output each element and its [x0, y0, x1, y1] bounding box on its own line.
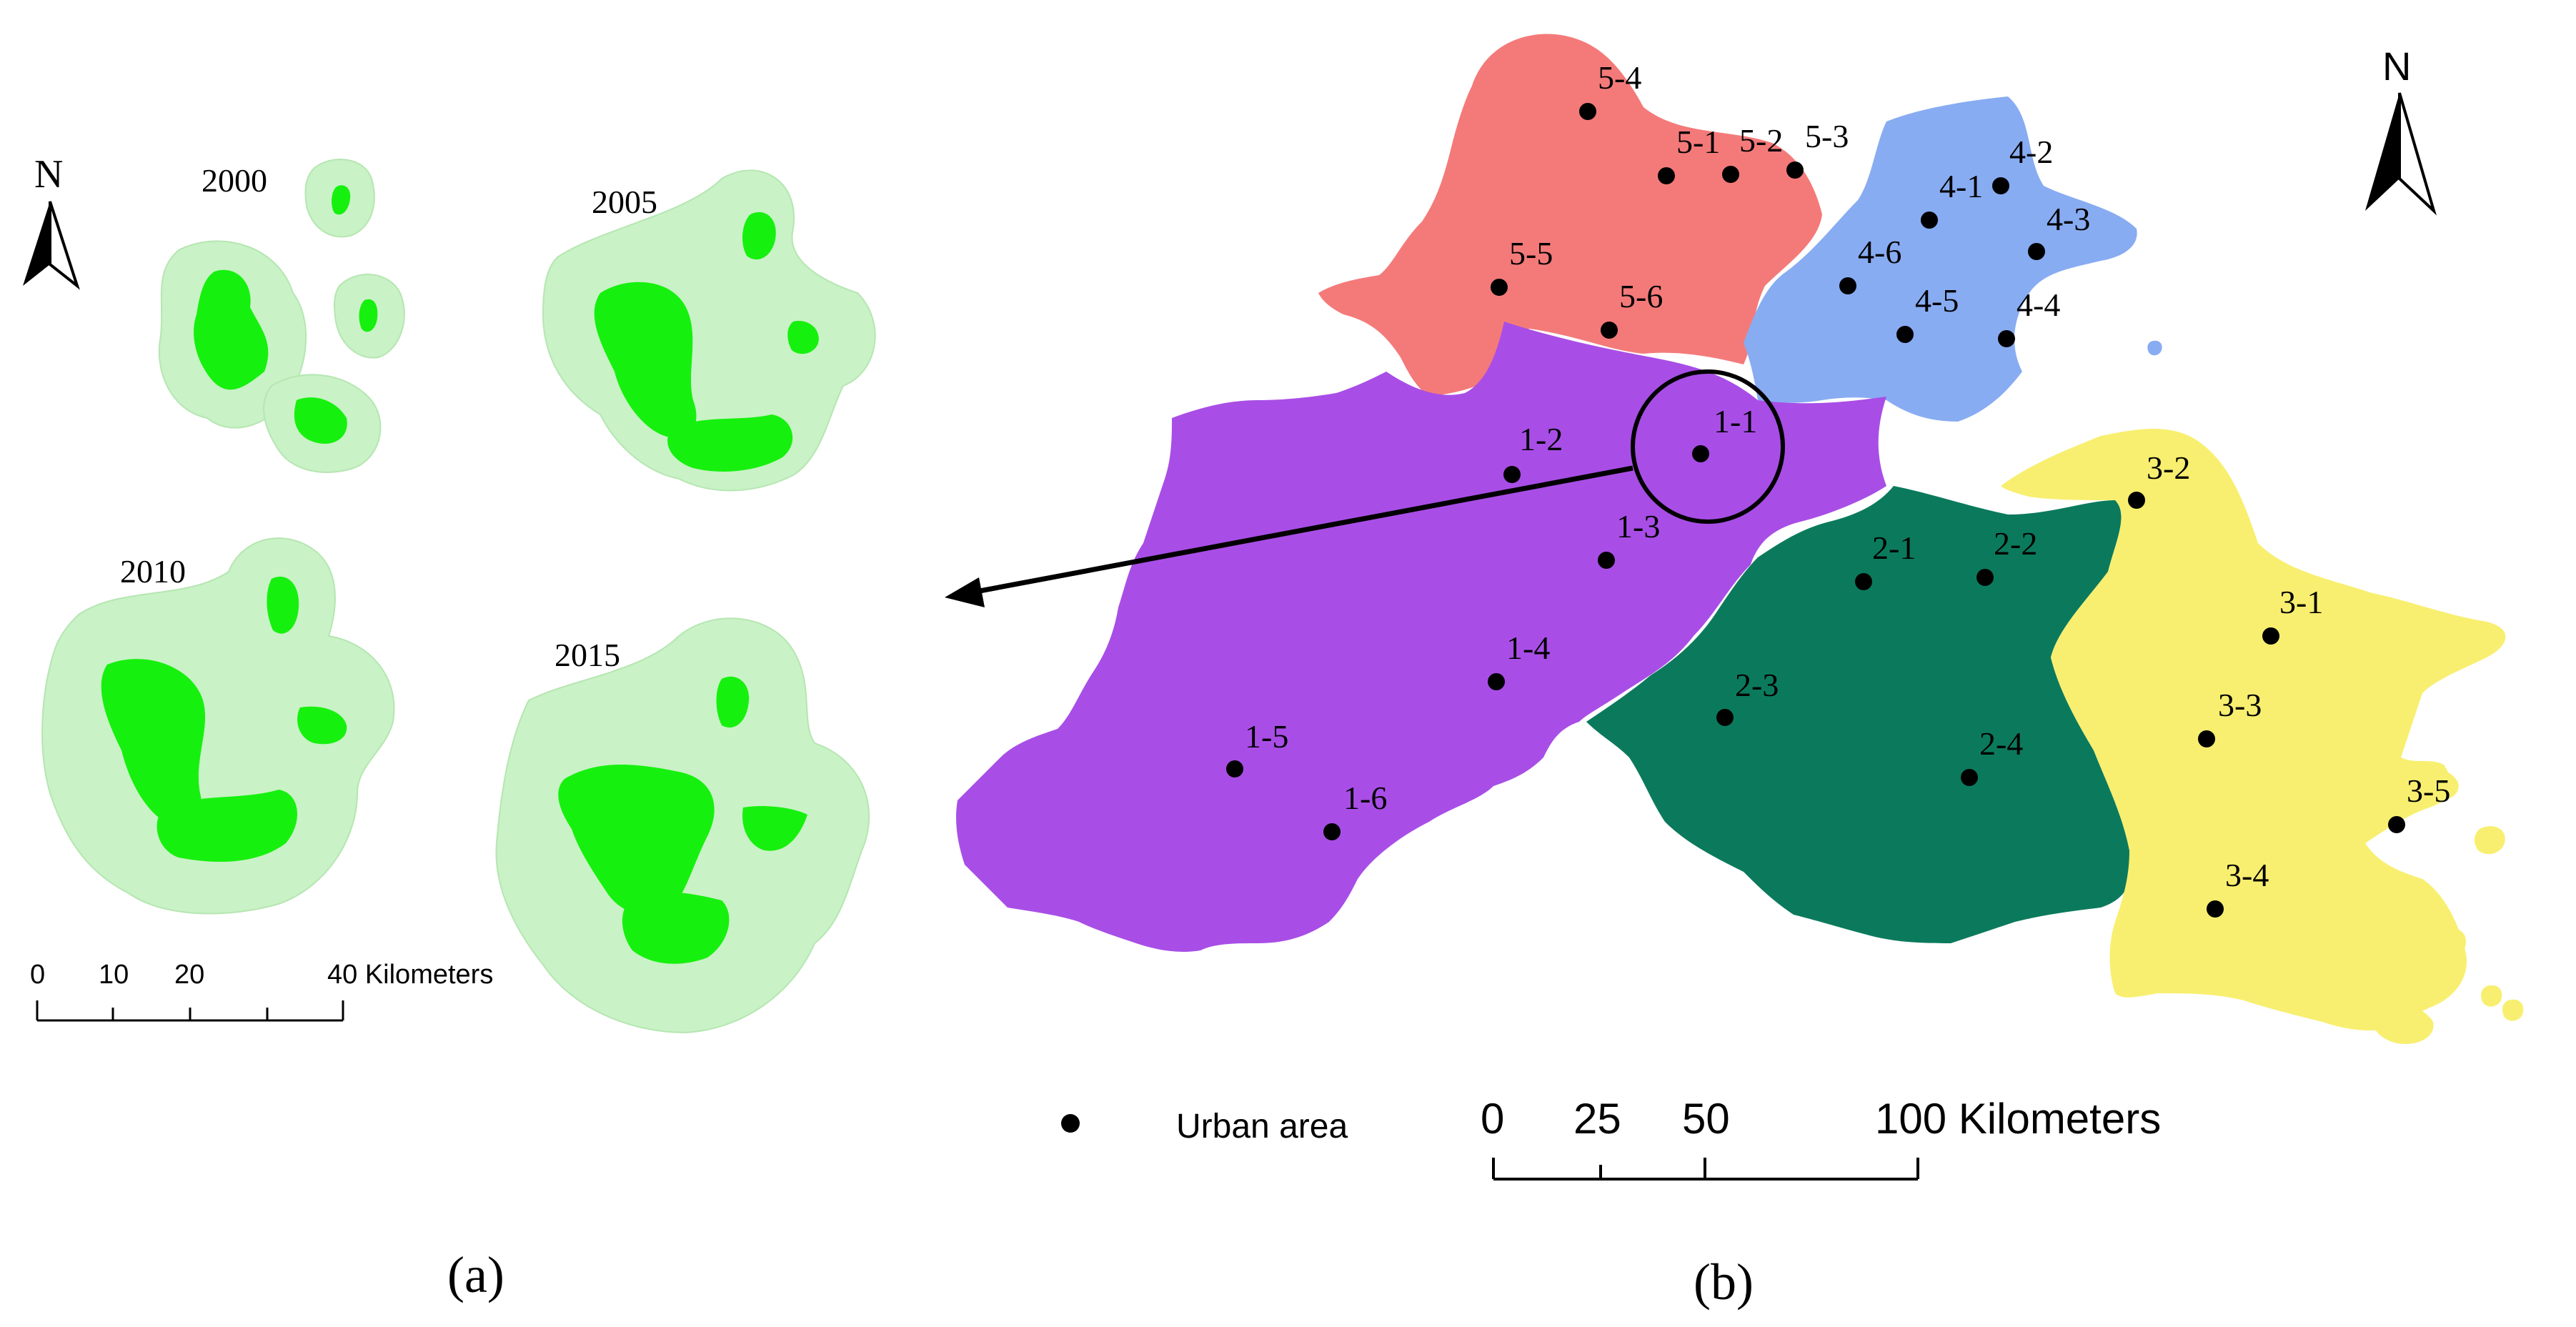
- north-label-a: N: [34, 152, 63, 197]
- urban-label-2-1: 2-1: [1872, 530, 1916, 566]
- urban-dot-5-6: [1601, 322, 1618, 339]
- urban-dot-2-2: [1976, 569, 1994, 586]
- urban-label-3-5: 3-5: [2407, 772, 2450, 809]
- urban-label-4-5: 4-5: [1915, 282, 1959, 319]
- scale-b-tick-50: 50: [1682, 1095, 1730, 1143]
- urban-dot-4-2: [1992, 177, 2009, 194]
- buffer-map-2015: 2015: [495, 617, 870, 1034]
- urban-label-1-3: 1-3: [1616, 508, 1660, 545]
- urban-dot-1-4: [1488, 673, 1505, 690]
- urban-label-1-2: 1-2: [1519, 421, 1563, 457]
- year-label-2010: 2010: [120, 553, 186, 590]
- urban-dot-4-4: [1998, 330, 2015, 347]
- urban-label-4-1: 4-1: [1939, 168, 1983, 204]
- urban-dot-3-4: [2207, 900, 2224, 918]
- region-5: [1318, 34, 1822, 397]
- urban-label-4-4: 4-4: [2016, 287, 2060, 323]
- urban-label-3-4: 3-4: [2225, 857, 2269, 893]
- legend-urban-text: Urban area: [1176, 1108, 1348, 1145]
- urban-dot-2-3: [1716, 709, 1734, 726]
- urban-dot-1-5: [1226, 760, 1243, 777]
- urban-area-points: 1-1 1-2 1-3 1-4 1-5 1-6 2-1 2-2 2-3 2-4 …: [1226, 59, 2450, 918]
- buffer-zone-2005: [542, 169, 876, 492]
- urban-label-5-3: 5-3: [1805, 118, 1849, 154]
- panel-b: N 1-1: [945, 34, 2524, 1311]
- urban-label-4-2: 4-2: [2009, 134, 2053, 170]
- urban-dot-1-1: [1692, 445, 1709, 462]
- region-1: [956, 322, 1886, 952]
- scale-bar-b: 0 25 50 100 Kilometers: [1481, 1095, 2161, 1181]
- urban-label-2-2: 2-2: [1994, 525, 2037, 562]
- scale-b-tick-0: 0: [1481, 1095, 1504, 1143]
- urban-dot-3-1: [2262, 627, 2279, 645]
- urban-label-3-2: 3-2: [2147, 449, 2190, 486]
- urban-label-4-3: 4-3: [2047, 201, 2090, 237]
- urban-label-1-6: 1-6: [1343, 780, 1387, 816]
- scale-b-tick-100: 100 Kilometers: [1875, 1095, 2161, 1143]
- urban-label-5-5: 5-5: [1509, 235, 1553, 272]
- urban-dot-4-5: [1896, 326, 1914, 343]
- north-arrow-b: N: [2365, 44, 2437, 216]
- north-arrow-a-left: [23, 202, 50, 286]
- urban-dot-3-5: [2388, 816, 2405, 833]
- urban-label-1-1: 1-1: [1714, 403, 1757, 439]
- north-arrow-b-left: [2365, 93, 2400, 211]
- pointer-arrow: [945, 465, 1633, 607]
- panel-b-label: (b): [1694, 1253, 1754, 1311]
- urban-dot-3-2: [2128, 492, 2145, 509]
- urban-label-5-4: 5-4: [1598, 59, 1641, 96]
- region-2: [1586, 486, 2132, 943]
- north-arrow-a-right: [49, 201, 80, 290]
- scale-a-tick-40: 40 Kilometers: [327, 960, 493, 990]
- urban-label-2-3: 2-3: [1735, 667, 1779, 703]
- urban-dot-5-3: [1786, 161, 1804, 179]
- urban-dot-2-1: [1855, 573, 1872, 590]
- region-4: [1744, 96, 2137, 422]
- north-arrow-b-right: [2398, 92, 2437, 216]
- urban-dot-1-3: [1598, 552, 1615, 569]
- urban-dot-1-6: [1323, 823, 1341, 840]
- north-arrow-a: N: [23, 152, 80, 290]
- urban-dot-5-5: [1491, 279, 1508, 296]
- urban-label-5-6: 5-6: [1619, 278, 1663, 314]
- urban-dot-5-1: [1658, 167, 1675, 184]
- scale-b-tick-25: 25: [1573, 1095, 1621, 1143]
- scale-a-tick-10: 10: [99, 960, 129, 990]
- urban-dot-4-3: [2028, 243, 2045, 260]
- legend-urban-dot: [1061, 1114, 1080, 1133]
- highlight-circle-1-1: [1631, 369, 1785, 524]
- urban-label-3-3: 3-3: [2218, 687, 2262, 723]
- north-label-b: N: [2382, 44, 2411, 89]
- scale-bar-a: 0 10 20 40 Kilometers: [30, 960, 493, 1022]
- panel-a-label: (a): [447, 1246, 504, 1303]
- urban-dot-3-3: [2198, 730, 2215, 747]
- urban-dot-5-2: [1722, 166, 1739, 183]
- urban-label-4-6: 4-6: [1858, 234, 1901, 270]
- urban-label-3-1: 3-1: [2279, 584, 2323, 620]
- urban-dot-5-4: [1579, 103, 1596, 120]
- urban-label-5-1: 5-1: [1676, 124, 1720, 160]
- year-label-2000: 2000: [202, 162, 267, 199]
- buffer-map-2000: 2000: [158, 159, 405, 473]
- buffer-map-2005: 2005: [542, 169, 876, 492]
- scale-a-tick-20: 20: [174, 960, 204, 990]
- urban-dot-4-1: [1921, 212, 1938, 229]
- urban-dot-2-4: [1961, 769, 1978, 786]
- urban-label-2-4: 2-4: [1979, 725, 2023, 762]
- panel-a: N 2000 2005 2010: [23, 152, 876, 1303]
- region-3: [2001, 429, 2506, 1030]
- scale-a-tick-0: 0: [30, 960, 45, 990]
- year-label-2015: 2015: [555, 637, 620, 673]
- buffer-zone-2010: [41, 537, 395, 915]
- urban-label-1-5: 1-5: [1245, 718, 1288, 755]
- urban-label-5-2: 5-2: [1739, 122, 1783, 159]
- buffer-map-2010: 2010: [41, 537, 395, 915]
- urban-dot-4-6: [1839, 277, 1856, 294]
- legend: Urban area: [1061, 1108, 1348, 1145]
- year-label-2005: 2005: [592, 184, 657, 220]
- urban-dot-1-2: [1503, 466, 1521, 483]
- urban-label-1-4: 1-4: [1506, 630, 1550, 666]
